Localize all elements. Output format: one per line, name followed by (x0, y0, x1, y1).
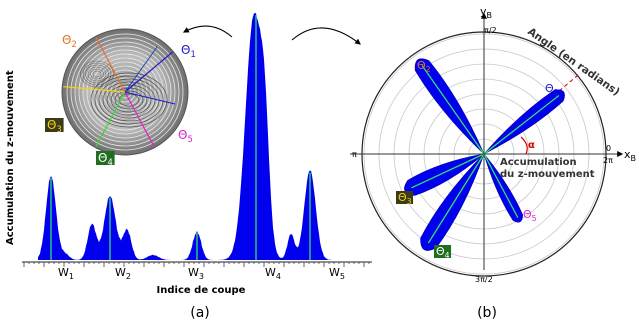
theta4-petal-axis (427, 153, 485, 244)
disc-ring (78, 45, 172, 139)
window-label: W3 (188, 266, 204, 281)
svg-text:Θ2: Θ2 (417, 59, 431, 74)
tick-zero: 0 (606, 144, 611, 153)
theta4-label: Θ4 (96, 151, 115, 167)
svg-text:Θ2: Θ2 (62, 33, 77, 49)
disc-contour (87, 66, 107, 82)
disc-contour (90, 68, 104, 80)
polar-petals (404, 58, 565, 251)
inset-disc (61, 28, 189, 156)
tick-pi-half: π/2 (484, 26, 497, 35)
y-axis-label: Accumulation du z-mouvement (5, 70, 16, 245)
disc-contour (118, 93, 140, 107)
disc-ring (94, 61, 156, 123)
disc-rays (63, 37, 176, 147)
window-label: W2 (115, 266, 131, 281)
theta2-petal-axis (421, 65, 485, 155)
radial-title-2: du z-mouvement (500, 169, 595, 180)
disc-ring (90, 57, 160, 127)
svg-text:Θ3: Θ3 (47, 118, 62, 134)
theta1-label: Θ1 (545, 82, 559, 97)
tick-pi: π (352, 150, 357, 159)
theta3-label: Θ3 (45, 118, 64, 134)
theta4-ray (95, 91, 126, 147)
polar-theta-labels: Θ1 Θ2 Θ3 Θ4 Θ5 (396, 59, 559, 260)
svg-text:Θ4: Θ4 (98, 151, 113, 167)
alpha-label: α (528, 140, 535, 151)
svg-text:Θ5: Θ5 (523, 208, 537, 223)
panel-b: yB xB π/2 π 3π/2 0 2π Angle (en radians)… (350, 5, 636, 321)
accumulation-profile (38, 13, 335, 260)
disc-ring (66, 33, 184, 151)
theta1-ray-extra (124, 91, 176, 105)
caption-a: (a) (190, 305, 210, 321)
disc-texture (66, 33, 184, 151)
arrow-right (291, 27, 361, 45)
disc-contour (80, 60, 114, 88)
theta1-petal-axis (483, 94, 560, 155)
x-axis-title: xB (624, 148, 636, 163)
tick-3pi-half: 3π/2 (475, 275, 493, 284)
arrow-left (182, 25, 233, 38)
theta5-petal-axis (483, 153, 519, 218)
svg-text:Θ4: Θ4 (436, 245, 450, 260)
theta5-ray (124, 91, 155, 147)
disc-ring (110, 77, 140, 107)
angle-title: Angle (en radians) (525, 26, 622, 99)
disc-contour (114, 90, 144, 110)
peak-lines (50, 15, 311, 260)
theta4-badge (96, 151, 115, 165)
theta1-ray-extra (124, 46, 158, 93)
x-axis-ticks (23, 262, 370, 267)
theta2-label: Θ2 (62, 33, 77, 49)
theta1-ray (124, 51, 173, 93)
disc-ring (102, 69, 148, 115)
theta4-petal (420, 153, 485, 251)
y-axis-title: yB (480, 5, 492, 20)
disc-contour (90, 72, 168, 128)
disc-contour (106, 84, 152, 116)
radial-title-1: Accumulation (500, 157, 577, 168)
alpha-arc (520, 136, 528, 155)
svg-text:Θ3: Θ3 (398, 191, 412, 206)
svg-text:Θ1: Θ1 (545, 82, 559, 97)
theta3-petal (404, 153, 486, 196)
disc-ring (70, 37, 180, 147)
theta2-label: Θ2 (417, 59, 431, 74)
window-labels: W1 W2 W3 W4 W5 (58, 266, 345, 281)
theta3-badge (396, 191, 414, 204)
svg-text:Θ5: Θ5 (178, 128, 193, 144)
theta1-label: Θ1 (181, 43, 196, 59)
disc-contour (92, 70, 102, 78)
x-axis-label: Indice de coupe (157, 285, 246, 296)
window-label: W5 (329, 266, 345, 281)
disc-contour (94, 75, 164, 125)
theta5-label: Θ5 (523, 208, 537, 223)
theta3-label: Θ3 (396, 191, 414, 206)
disc-contour (82, 62, 112, 86)
inset-theta-labels: Θ2 Θ1 Θ3 Θ4 Θ5 (45, 33, 196, 167)
disc-ring (74, 41, 176, 143)
theta3-petal-axis (411, 153, 485, 189)
window-label: W4 (265, 266, 281, 281)
theta4-badge (434, 245, 452, 258)
disc-ring (86, 53, 164, 131)
theta3-badge (45, 118, 64, 132)
disc-contour (102, 81, 156, 119)
caption-b: (b) (477, 305, 497, 321)
disc-ring (82, 49, 168, 135)
svg-text:Θ1: Θ1 (181, 43, 196, 59)
disc-contour (85, 64, 109, 84)
theta2-ray (95, 37, 126, 93)
panel-a: Accumulation du z-mouvement W1 W2 W3 W4 W5 I… (5, 13, 372, 321)
theta3-ray (63, 86, 126, 93)
window-label: W1 (58, 266, 74, 281)
theta4-label: Θ4 (434, 245, 452, 260)
theta5-label: Θ5 (178, 128, 193, 144)
tick-2pi: 2π (603, 156, 613, 165)
